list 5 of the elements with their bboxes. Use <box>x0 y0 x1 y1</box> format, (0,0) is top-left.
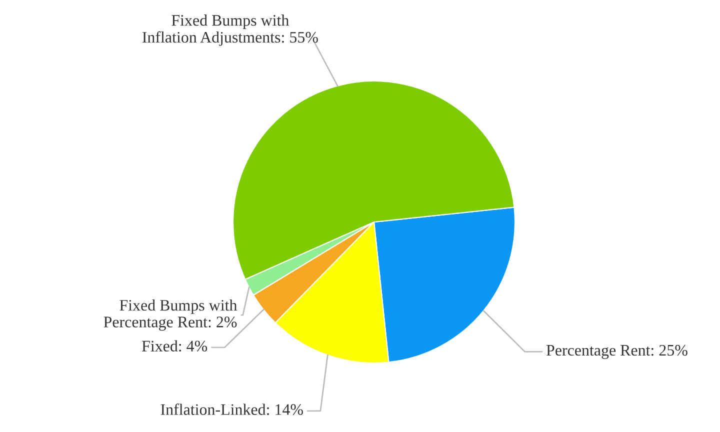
slice-label: Inflation-Linked: 14% <box>160 404 303 416</box>
slice-label: Fixed Bumps with Inflation Adjustments: 55% <box>142 14 318 46</box>
slice-label: Fixed Bumps with Percentage Rent: 2% <box>104 299 238 331</box>
slice-label: Percentage Rent: 25% <box>546 344 688 359</box>
slice-label: Fixed: 4% <box>142 340 208 352</box>
